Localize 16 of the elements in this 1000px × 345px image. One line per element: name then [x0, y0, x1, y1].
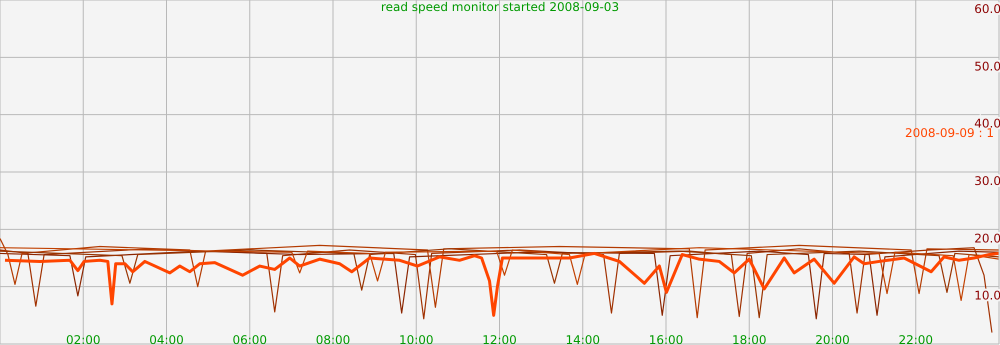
- x-tick-label: 14:00: [565, 333, 600, 345]
- x-tick-label: 04:00: [149, 333, 184, 345]
- x-tick-label: 08:00: [316, 333, 350, 345]
- chart-title: read speed monitor started 2008-09-03: [380, 0, 620, 14]
- x-tick-label: 02:00: [66, 333, 101, 345]
- x-tick-label: 06:00: [232, 333, 268, 345]
- x-tick-label: 22:00: [898, 333, 934, 345]
- y-tick-label: 30.0: [974, 174, 1000, 188]
- x-tick-label: 12:00: [482, 333, 517, 345]
- y-tick-label: 20.0: [974, 231, 1000, 246]
- x-tick-label: 16:00: [648, 333, 684, 345]
- x-tick-label: 18:00: [732, 333, 767, 345]
- y-tick-label: 50.0: [974, 59, 1000, 74]
- y-tick-label: 60.0: [974, 2, 1000, 16]
- x-tick-label: 10:00: [398, 333, 434, 345]
- x-tick-label: 20:00: [815, 333, 850, 345]
